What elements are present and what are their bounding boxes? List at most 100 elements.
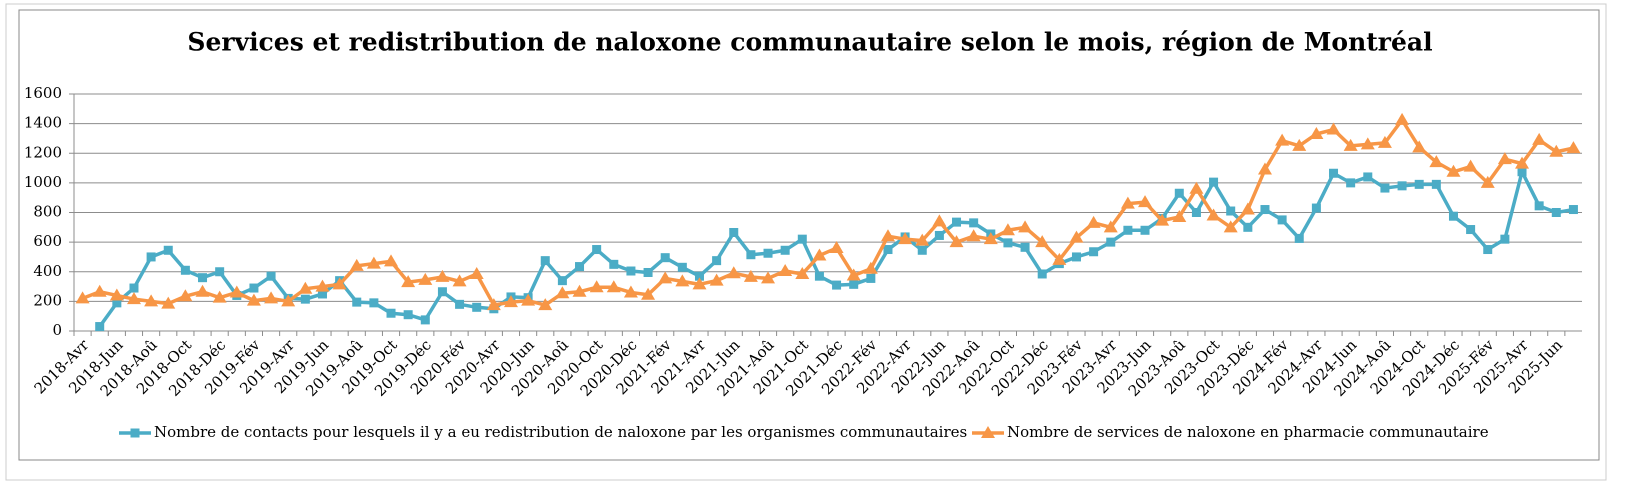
point-marker xyxy=(75,291,90,304)
point-marker xyxy=(1483,245,1493,255)
y-tick-label: 1200 xyxy=(24,143,62,161)
point-marker xyxy=(198,273,208,283)
point-marker xyxy=(1448,211,1458,221)
point-marker xyxy=(266,271,276,281)
point-marker xyxy=(1275,133,1290,146)
point-marker xyxy=(1414,179,1424,189)
point-marker xyxy=(435,269,450,282)
point-marker xyxy=(743,269,758,282)
point-marker xyxy=(315,279,330,292)
point-marker xyxy=(403,310,413,320)
point-marker xyxy=(1294,233,1304,243)
point-marker xyxy=(212,290,227,303)
point-marker xyxy=(332,277,347,290)
point-marker xyxy=(1429,155,1444,168)
point-marker xyxy=(1206,208,1221,221)
legend-marker xyxy=(130,428,140,438)
point-marker xyxy=(109,288,124,301)
point-marker xyxy=(178,289,193,302)
point-marker xyxy=(420,315,430,325)
point-marker xyxy=(1223,220,1238,233)
point-marker xyxy=(437,287,447,297)
point-marker xyxy=(1343,138,1358,151)
point-marker xyxy=(832,280,842,290)
point-marker xyxy=(1515,156,1530,169)
point-marker xyxy=(726,266,741,279)
point-marker xyxy=(300,294,310,304)
point-marker xyxy=(898,232,913,245)
point-marker xyxy=(126,292,141,305)
point-marker xyxy=(1035,235,1050,248)
point-marker xyxy=(366,256,381,269)
point-marker xyxy=(1309,126,1324,139)
legend-marker xyxy=(981,426,995,438)
point-marker xyxy=(658,271,673,284)
point-marker xyxy=(521,293,536,306)
point-marker xyxy=(1155,213,1170,226)
point-marker xyxy=(1071,252,1081,262)
point-marker xyxy=(1106,237,1116,247)
point-marker xyxy=(643,267,653,277)
point-marker xyxy=(472,302,482,312)
point-marker xyxy=(95,322,105,332)
y-tick-label: 1400 xyxy=(24,114,62,132)
point-marker xyxy=(401,275,416,288)
point-marker xyxy=(641,287,656,300)
point-marker xyxy=(592,245,602,255)
point-marker xyxy=(1363,172,1373,182)
point-marker xyxy=(746,250,756,260)
legend-label: Nombre de services de naloxone en pharma… xyxy=(1007,423,1489,441)
point-marker xyxy=(795,266,810,279)
point-marker xyxy=(1500,234,1510,244)
point-marker xyxy=(778,264,793,277)
point-marker xyxy=(589,280,604,293)
point-marker xyxy=(92,284,107,297)
y-tick-label: 600 xyxy=(33,232,62,250)
point-marker xyxy=(863,261,878,274)
point-marker xyxy=(1446,164,1461,177)
point-marker xyxy=(983,232,998,245)
point-marker xyxy=(1000,223,1015,236)
point-marker xyxy=(1243,222,1253,232)
point-marker xyxy=(763,248,773,258)
point-marker xyxy=(969,218,979,228)
point-marker xyxy=(952,217,962,227)
point-marker xyxy=(349,258,364,271)
point-marker xyxy=(1551,208,1561,217)
point-marker xyxy=(1311,203,1321,213)
point-marker xyxy=(264,291,279,304)
point-marker xyxy=(1089,247,1099,257)
point-marker xyxy=(144,294,159,307)
point-marker xyxy=(849,279,859,289)
point-marker xyxy=(1020,242,1030,252)
point-marker xyxy=(677,262,687,272)
point-marker xyxy=(146,252,156,262)
point-marker xyxy=(215,267,225,277)
point-marker xyxy=(1412,140,1427,153)
legend-label: Nombre de contacts pour lesquels il y a … xyxy=(154,423,967,441)
point-marker xyxy=(229,285,244,298)
point-marker xyxy=(729,227,739,237)
point-marker xyxy=(129,283,139,293)
point-marker xyxy=(281,294,296,307)
point-marker xyxy=(606,280,621,293)
point-marker xyxy=(572,284,587,297)
point-marker xyxy=(1549,144,1564,157)
point-marker xyxy=(503,295,518,308)
point-marker xyxy=(555,286,570,299)
point-marker xyxy=(1174,188,1184,198)
y-tick-label: 1000 xyxy=(24,173,62,191)
chart-border xyxy=(18,9,1600,461)
point-marker xyxy=(1277,215,1287,225)
point-marker xyxy=(1395,112,1410,125)
point-marker xyxy=(1172,209,1187,222)
point-marker xyxy=(369,298,379,308)
point-marker xyxy=(452,274,467,287)
point-marker xyxy=(1532,132,1547,145)
point-marker xyxy=(112,298,122,308)
point-marker xyxy=(298,281,313,294)
point-marker xyxy=(1226,206,1236,216)
point-marker xyxy=(949,235,964,248)
point-marker xyxy=(1120,196,1135,209)
point-marker xyxy=(538,298,553,311)
